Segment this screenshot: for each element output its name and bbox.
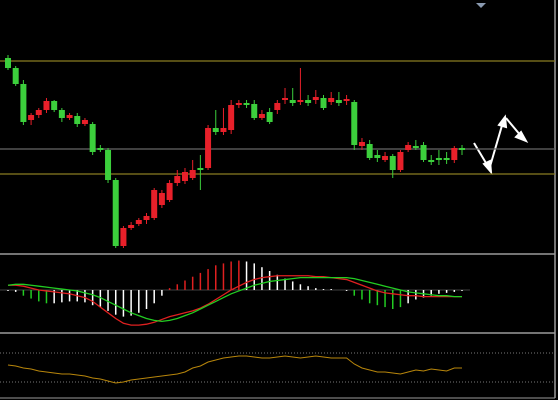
candle-body: [335, 100, 342, 103]
candle-body: [405, 145, 412, 150]
candle-body: [5, 58, 11, 68]
candle-body: [389, 156, 396, 170]
candle-body: [351, 102, 358, 145]
projection-arrows: [473, 114, 529, 175]
candle-body: [382, 156, 389, 160]
candle-body: [58, 110, 65, 118]
candle-body: [128, 225, 135, 228]
candle-body: [420, 145, 427, 160]
candle-body: [51, 101, 58, 110]
arrow-line: [505, 117, 522, 137]
candle-body: [151, 190, 158, 218]
candle-body: [328, 98, 335, 102]
candle-body: [97, 148, 104, 150]
candle-body: [428, 160, 435, 162]
candle-body: [459, 148, 465, 150]
candle-body: [251, 104, 258, 118]
candle-body: [320, 98, 327, 108]
candle-body: [197, 168, 204, 170]
scroll-marker: [476, 3, 486, 8]
candle-body: [374, 155, 381, 158]
candle-body: [20, 84, 27, 122]
candle-body: [135, 220, 142, 224]
candle-body: [243, 103, 250, 105]
candle-body: [274, 103, 281, 110]
candle-body: [289, 100, 296, 103]
candle-body: [312, 97, 319, 100]
candle-body: [112, 180, 119, 246]
candle-body: [181, 172, 188, 181]
candle-body: [397, 152, 404, 170]
candle-body: [66, 115, 73, 118]
candle-body: [343, 99, 350, 101]
candle-body: [266, 112, 273, 122]
candle-body: [105, 150, 112, 180]
candle-body: [297, 100, 304, 102]
candle-body: [443, 158, 450, 160]
arrow-head: [497, 114, 508, 129]
candle-body: [158, 193, 165, 205]
candle-body: [235, 103, 242, 105]
candle-body: [189, 170, 196, 178]
candle-body: [412, 146, 419, 148]
candle-body: [12, 68, 19, 84]
candle-body: [166, 183, 173, 200]
candle-body: [435, 158, 442, 160]
candle-body: [305, 100, 312, 103]
candle-body: [258, 114, 265, 118]
candle-body: [212, 128, 219, 132]
arrow-line: [488, 121, 504, 171]
macd-line: [7, 277, 462, 323]
candle-body: [174, 176, 181, 183]
macd-line: [8, 275, 462, 326]
candle-body: [89, 124, 96, 152]
candle-body: [220, 128, 227, 132]
candle-body: [228, 105, 235, 130]
candle-body: [143, 216, 150, 220]
candle-body: [43, 101, 50, 110]
arrow-head: [514, 130, 529, 143]
candle-body: [120, 228, 127, 246]
candle-body: [451, 148, 458, 160]
candle-body: [358, 142, 365, 146]
candle-body: [366, 144, 373, 158]
candle-body: [81, 120, 88, 124]
candle-body: [28, 115, 35, 120]
candle-body: [282, 98, 289, 100]
candle-body: [35, 110, 42, 115]
oscillator-line: [7, 355, 462, 384]
candle-body: [205, 128, 212, 168]
candle-body: [74, 116, 81, 124]
